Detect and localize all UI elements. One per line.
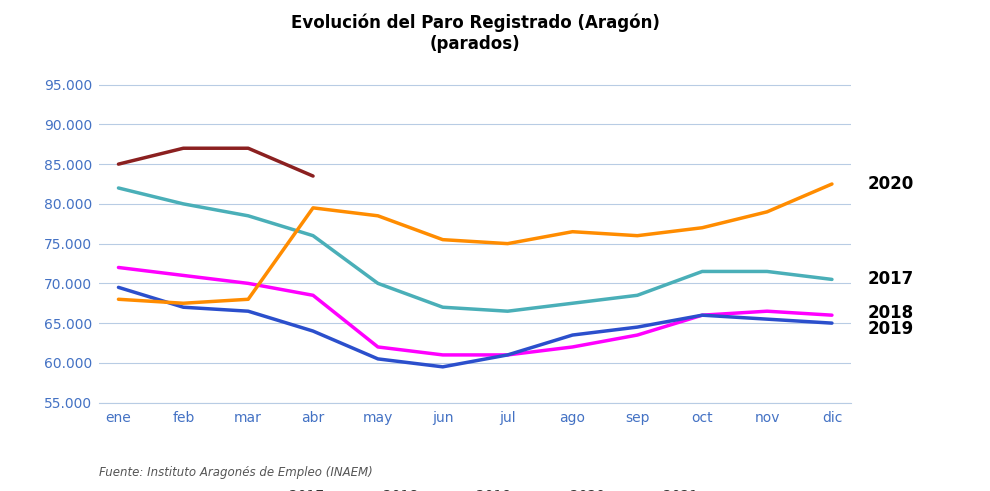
Text: 2017: 2017 <box>867 271 914 288</box>
Text: 2020: 2020 <box>867 175 914 193</box>
Text: 2018: 2018 <box>867 304 914 322</box>
Legend: 2017, 2018, 2019, 2020, 2021: 2017, 2018, 2019, 2020, 2021 <box>247 483 704 491</box>
Title: Evolución del Paro Registrado (Aragón)
(parados): Evolución del Paro Registrado (Aragón) (… <box>291 14 659 54</box>
Text: 2019: 2019 <box>867 321 914 338</box>
Text: Fuente: Instituto Aragonés de Empleo (INAEM): Fuente: Instituto Aragonés de Empleo (IN… <box>99 466 373 479</box>
